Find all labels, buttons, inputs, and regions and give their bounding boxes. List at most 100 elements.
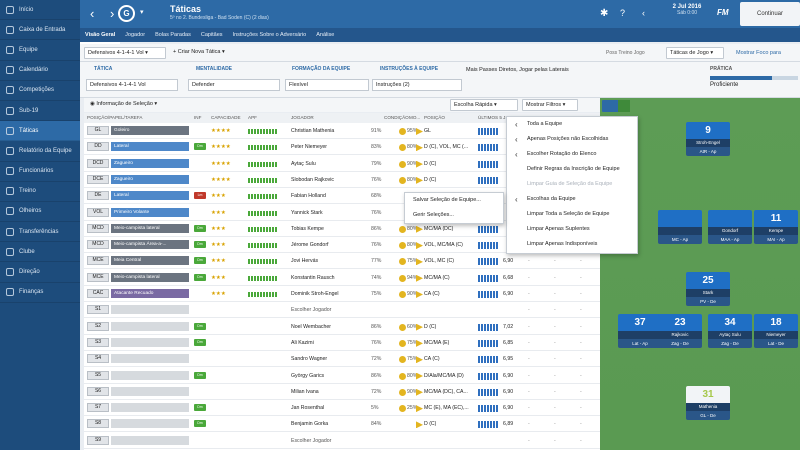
role-label[interactable] [111, 435, 189, 445]
player-name[interactable]: Escolher Jogador [291, 437, 332, 444]
quick-pick-menu-item[interactable]: Limpar Apenas Suplentes [527, 226, 590, 232]
role-label[interactable]: Zagueiro [111, 158, 189, 168]
player-name[interactable]: Aytaç Sulu [291, 160, 316, 167]
quick-pick-dropdown[interactable]: Escolha Rápida ▾ [450, 99, 518, 111]
game-tactics-dropdown[interactable]: Táticas de Jogo ▾ [666, 47, 724, 59]
player-name[interactable]: Fabian Holland [291, 193, 326, 200]
sidebar-item-13[interactable]: Direção [0, 262, 80, 283]
table-header-cell[interactable]: INF [194, 115, 202, 120]
continue-button[interactable]: Continuar [740, 2, 800, 26]
table-row[interactable]: DD Lateral Dm ★★★★ Peter Niemeyer 83% 80% D (C)… [84, 139, 600, 156]
tactic-selector[interactable]: Defensivos 4-1-4-1 Vol ▾ [84, 47, 166, 59]
role-label[interactable]: Goleiro [111, 126, 189, 135]
player-name[interactable]: Jérome Gondorf [291, 242, 329, 249]
tab-1[interactable]: Jogador [125, 32, 146, 38]
quick-pick-menu-item[interactable]: Limpar Toda a Seleção de Equipe [527, 211, 610, 217]
sidebar-item-5[interactable]: Sub-19 [0, 101, 80, 122]
dropdown-chevron-icon[interactable]: ▾ [140, 9, 144, 16]
table-header-cell[interactable]: POSIÇÃO [424, 115, 445, 120]
selection-submenu-item[interactable]: Salvar Seleção de Equipe... [413, 197, 481, 203]
sidebar-item-3[interactable]: Calendário [0, 61, 80, 81]
create-tactic-button[interactable]: + Criar Nova Tática ▾ [173, 49, 225, 55]
pitch-chart-icon[interactable] [618, 100, 630, 112]
team-instructions-dropdown[interactable]: Instruções (2) [372, 79, 462, 91]
table-row[interactable]: DCE Zagueiro ★★★★ Slobodan Rajkovic 76% 80% D … [84, 172, 600, 188]
tab-5[interactable]: Análise [316, 32, 335, 38]
pitch-player-card[interactable]: 34 Aytaç Sulu Zag - De [708, 314, 752, 348]
sidebar-item-8[interactable]: Funcionários [0, 162, 80, 182]
forward-arrow-icon[interactable]: › [110, 6, 115, 21]
role-label[interactable] [111, 386, 189, 396]
pitch-player-card[interactable]: 9 Stroh-Engel AtR - Ap [686, 122, 730, 156]
sidebar-item-0[interactable]: Início [0, 0, 80, 21]
help-icon[interactable]: ? [620, 8, 626, 18]
calendar-nav-arrow-icon[interactable]: ‹ [642, 8, 645, 18]
role-label[interactable]: Meio-campista Área-a-... [111, 240, 189, 250]
pitch-player-card[interactable]: Gondorf MAA - Ap [708, 210, 752, 244]
player-name[interactable]: Tobias Kempe [291, 225, 324, 232]
player-name[interactable]: Dominik Stroh-Engel [291, 291, 339, 297]
table-row[interactable]: S9 Escolher Jogador - - - [84, 433, 600, 449]
sidebar-item-1[interactable]: Caixa de Entrada [0, 20, 80, 41]
globe-icon[interactable]: ✱ [600, 8, 609, 19]
player-name[interactable]: Konstantin Rausch [291, 274, 335, 281]
back-arrow-icon[interactable]: ‹ [90, 6, 95, 21]
player-name[interactable]: Sandro Wagner [291, 356, 328, 363]
player-name[interactable]: Yannick Stark [291, 209, 323, 216]
quick-pick-menu-item[interactable]: Escolher Rotação do Elenco [507, 147, 637, 162]
player-name[interactable]: Slobodan Rajkovic [291, 176, 334, 183]
sidebar-item-12[interactable]: Clube [0, 242, 80, 263]
show-filters-dropdown[interactable]: Mostrar Filtros ▾ [522, 99, 578, 111]
player-name[interactable]: Peter Niemeyer [291, 144, 328, 151]
pitch-player-card[interactable]: MC - Ap [658, 210, 702, 244]
tab-0[interactable]: Visão Geral [80, 28, 121, 44]
pitch-player-card[interactable]: 31 Mathenia GL - De [686, 386, 730, 420]
club-logo[interactable]: G [118, 5, 135, 22]
tab-4[interactable]: Instruções Sobre o Adversário [232, 32, 307, 38]
quick-pick-menu-item[interactable]: Toda a Equipe [507, 117, 637, 132]
tactic-panel-dropdown[interactable]: Defensivos 4-1-4-1 Vol [86, 79, 178, 91]
quick-pick-menu-item[interactable]: Escolhas da Equipe [507, 192, 637, 207]
sidebar-item-9[interactable]: Treino [0, 182, 80, 202]
table-row[interactable]: S2 Dm Noel Wembacher 86% 60% D (C) 7,02 - - - [84, 319, 600, 335]
role-label[interactable]: Lateral [111, 142, 189, 152]
role-label[interactable] [111, 337, 189, 347]
role-label[interactable]: Primeiro Volante [111, 207, 189, 217]
table-row[interactable]: MCD Meio-campista Área-a-... Dm ★★★ Jérome G… [84, 237, 600, 254]
fm-logo[interactable]: FM [717, 8, 729, 17]
player-name[interactable]: Escolher Jogador [291, 307, 332, 314]
table-row[interactable]: MCE Meio-campista lateral Dm ★★★ Konstantin … [84, 270, 600, 286]
player-name[interactable]: Benjamin Gorka [291, 421, 329, 428]
pitch-player-card[interactable]: 11 Kempe MAI - Ap [754, 210, 798, 244]
quick-pick-menu-item[interactable]: Limpar Apenas Indisponíveis [527, 241, 598, 247]
table-row[interactable]: MCD Meio-campista lateral Dm ★★★ Tobias Kemp… [84, 221, 600, 237]
table-row[interactable]: S3 Dm Ali Kazimi 76% 75% MC/MA (E) 6,85 - - - [84, 335, 600, 351]
quick-pick-menu-item[interactable]: Definir Regras da Inscrição de Equipe [527, 166, 620, 172]
role-label[interactable] [111, 321, 189, 331]
table-header-cell[interactable]: ÚLTIMOS 5 J... [478, 115, 510, 120]
selection-submenu-item[interactable]: Gerir Seleções... [413, 212, 454, 218]
sidebar-item-11[interactable]: Transferências [0, 222, 80, 243]
role-label[interactable]: Meio-campista lateral [111, 272, 189, 282]
role-label[interactable] [111, 305, 189, 315]
sidebar-item-10[interactable]: Olheiros [0, 202, 80, 223]
table-row[interactable]: MCE Meia Central Dm ★★★ Jovi Hervás 77% 75% VOL… [84, 253, 600, 270]
tab-3[interactable]: Capitães [200, 32, 223, 38]
role-label[interactable]: Meio-campista lateral [111, 223, 189, 233]
table-header-cell[interactable]: CAPACIDADE [211, 115, 241, 120]
player-name[interactable]: György Garics [291, 372, 325, 379]
pitch-player-card[interactable]: 25 Stark PV - De [686, 272, 730, 306]
player-name[interactable]: Milian Ivana [291, 388, 319, 395]
table-header-cell[interactable]: JOGADOR [291, 115, 314, 120]
player-name[interactable]: Ali Kazimi [291, 339, 314, 346]
table-row[interactable]: S5 Dm György Garics 86% 80% D/Ala/MC/MA (D) 6,… [84, 368, 600, 384]
role-label[interactable] [111, 354, 189, 364]
pitch-player-card[interactable]: 37 Lat - Ap [618, 314, 662, 348]
sidebar-item-14[interactable]: Finanças [0, 283, 80, 303]
mentality-dropdown[interactable]: Defender [188, 79, 280, 91]
team-shape-dropdown[interactable]: Flexível [285, 79, 369, 91]
player-name[interactable]: Jan Rosenthal [291, 405, 325, 412]
selection-info-dropdown[interactable]: ◉ Informação de Seleção ▾ [90, 101, 158, 107]
sidebar-item-2[interactable]: Equipe [0, 40, 80, 61]
